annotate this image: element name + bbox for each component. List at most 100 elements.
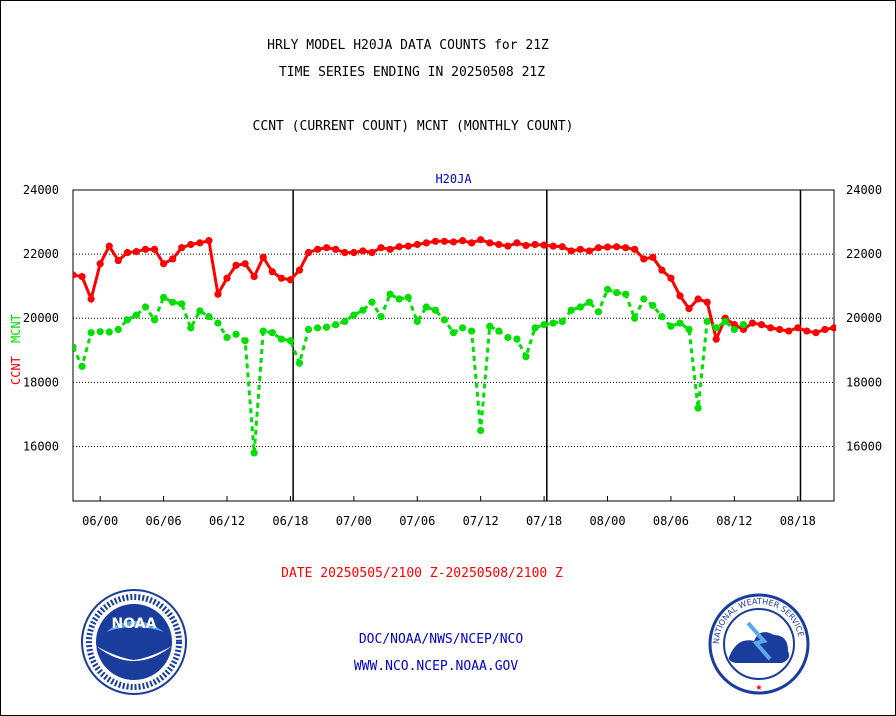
data-point-mcnt: [676, 319, 684, 327]
data-point-mcnt: [350, 311, 358, 319]
y-tick-label-right: 18000: [846, 375, 882, 389]
data-point-mcnt: [87, 329, 95, 337]
data-point-mcnt: [640, 295, 648, 303]
nws-logo-icon[interactable]: ★ NATIONAL WEATHER SERVICE: [708, 593, 810, 695]
plot-area: [72, 189, 835, 502]
data-point-ccnt: [830, 324, 836, 332]
data-point-ccnt: [141, 245, 150, 253]
data-point-ccnt: [132, 247, 141, 256]
data-point-ccnt: [486, 239, 494, 247]
data-point-mcnt: [685, 325, 693, 334]
data-point-mcnt: [214, 319, 222, 327]
data-point-ccnt: [431, 237, 439, 245]
data-point-ccnt: [241, 260, 249, 268]
data-point-ccnt: [513, 239, 521, 247]
data-point-ccnt: [667, 274, 675, 282]
data-point-mcnt: [721, 317, 729, 326]
data-point-ccnt: [812, 329, 820, 337]
org-link[interactable]: DOC/NOAA/NWS/NCEP/NCO: [358, 632, 524, 647]
data-point-ccnt: [259, 253, 267, 261]
data-point-ccnt: [576, 245, 584, 253]
data-point-ccnt: [622, 244, 630, 252]
data-point-ccnt: [640, 255, 648, 263]
svg-text:★: ★: [755, 683, 762, 692]
site-link[interactable]: WWW.NCO.NCEP.NOAA.GOV: [353, 659, 519, 674]
y-tick-label-left: 16000: [23, 439, 59, 453]
data-point-mcnt: [730, 325, 738, 334]
data-point-ccnt: [178, 244, 186, 252]
data-point-ccnt: [449, 238, 458, 246]
data-point-mcnt: [540, 321, 548, 329]
data-point-mcnt: [504, 333, 512, 342]
date-range: DATE 20250505/2100 Z-20250508/2100 Z: [281, 566, 563, 581]
data-point-mcnt: [694, 404, 702, 412]
series-mcnt: [73, 285, 748, 457]
data-point-mcnt: [250, 449, 258, 457]
data-point-ccnt: [495, 240, 503, 249]
data-point-mcnt: [196, 307, 204, 315]
data-point-ccnt: [205, 237, 213, 245]
data-point-mcnt: [513, 335, 521, 343]
data-point-ccnt: [676, 292, 684, 300]
data-point-ccnt: [404, 242, 412, 250]
data-point-ccnt: [123, 248, 131, 257]
x-tick-label: 08/12: [716, 514, 752, 528]
data-point-mcnt: [359, 306, 367, 314]
data-point-ccnt: [286, 276, 295, 284]
data-point-mcnt: [259, 327, 267, 335]
data-point-ccnt: [169, 255, 177, 263]
data-point-mcnt: [739, 321, 748, 329]
chart-title-line2: TIME SERIES ENDING IN 20250508 21Z: [278, 65, 546, 80]
data-point-ccnt: [159, 260, 168, 268]
data-point-mcnt: [78, 362, 86, 370]
data-point-mcnt: [323, 323, 331, 331]
data-point-mcnt: [187, 324, 195, 332]
data-point-mcnt: [223, 333, 231, 342]
data-point-mcnt: [232, 330, 240, 338]
series-line-mcnt: [73, 287, 745, 454]
data-point-mcnt: [377, 313, 385, 321]
data-point-ccnt: [196, 239, 204, 247]
data-point-mcnt: [169, 298, 177, 306]
data-point-mcnt: [105, 328, 113, 336]
y-tick-label-left: 24000: [23, 183, 59, 197]
data-point-ccnt: [794, 324, 802, 332]
data-point-mcnt: [73, 343, 77, 351]
data-point-mcnt: [631, 314, 639, 322]
data-point-ccnt: [377, 244, 385, 252]
data-point-mcnt: [712, 324, 720, 332]
data-point-mcnt: [495, 327, 503, 335]
data-point-ccnt: [631, 245, 639, 253]
data-point-mcnt: [268, 329, 276, 337]
data-point-mcnt: [123, 316, 131, 324]
data-point-mcnt: [395, 295, 403, 303]
data-point-mcnt: [132, 311, 141, 319]
data-point-mcnt: [440, 316, 449, 324]
x-tick-label: 08/06: [653, 514, 689, 528]
data-point-ccnt: [96, 260, 104, 268]
data-point-ccnt: [658, 266, 666, 274]
data-point-ccnt: [522, 241, 530, 250]
chart-subtitle: CCNT (CURRENT COUNT) MCNT (MONTHLY COUNT…: [252, 119, 574, 134]
data-point-mcnt: [531, 324, 539, 332]
x-tick-label: 08/00: [589, 514, 625, 528]
noaa-logo-icon[interactable]: NOAA: [80, 588, 188, 696]
data-point-mcnt: [404, 293, 412, 302]
data-point-ccnt: [250, 272, 258, 281]
data-point-mcnt: [314, 324, 322, 332]
data-point-ccnt: [332, 245, 340, 253]
x-tick-label: 06/06: [146, 514, 182, 528]
data-point-mcnt: [703, 317, 711, 326]
y-tick-label-right: 16000: [846, 439, 882, 453]
y-tick-label-left: 22000: [23, 247, 59, 261]
x-tick-label: 06/00: [82, 514, 118, 528]
data-point-mcnt: [241, 337, 249, 345]
data-point-ccnt: [776, 325, 784, 334]
data-point-ccnt: [359, 247, 367, 255]
data-point-ccnt: [223, 274, 231, 282]
data-point-ccnt: [594, 244, 603, 252]
data-point-ccnt: [314, 245, 322, 253]
x-tick-label: 07/06: [399, 514, 435, 528]
data-point-ccnt: [458, 237, 467, 245]
x-tick-label: 07/00: [336, 514, 372, 528]
